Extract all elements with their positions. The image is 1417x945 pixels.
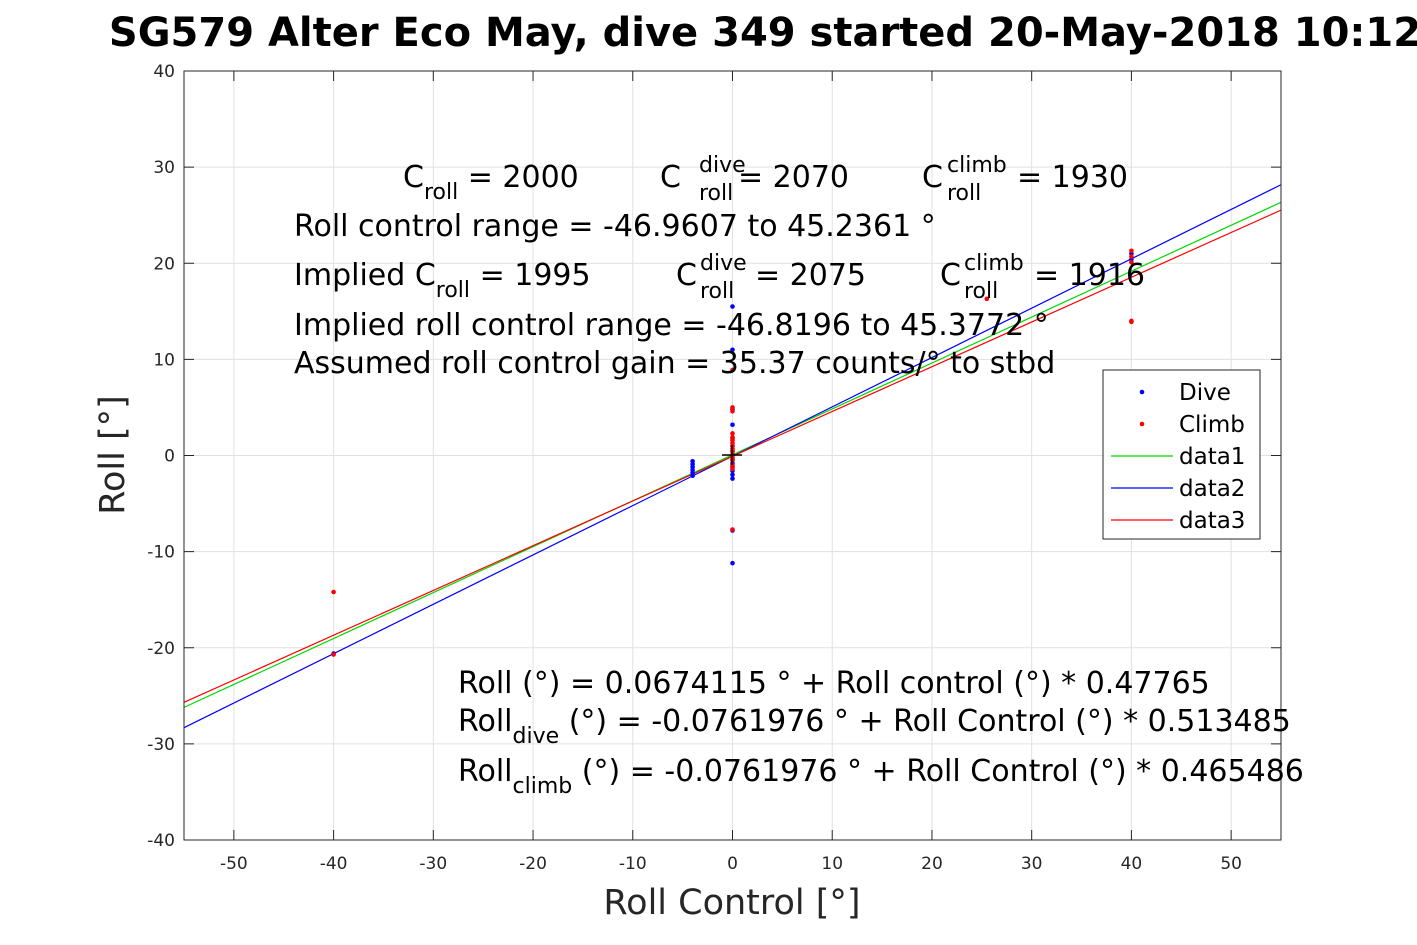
point-climb <box>331 652 336 657</box>
y-tick-label: -40 <box>147 831 175 851</box>
point-climb <box>331 589 336 595</box>
y-tick-label: -10 <box>147 543 175 563</box>
x-tick-label: -20 <box>519 854 547 874</box>
x-tick-label: 40 <box>1121 854 1143 874</box>
point-dive <box>690 473 695 478</box>
x-tick-label: -10 <box>619 854 647 874</box>
svg-text:roll: roll <box>699 181 733 206</box>
y-tick-label: 10 <box>153 350 175 370</box>
svg-text:dive: dive <box>699 153 746 178</box>
annotation-c-roll-dive: C dive roll = 2070 <box>660 153 849 206</box>
legend-label: Dive <box>1179 380 1231 406</box>
svg-text:climb: climb <box>947 153 1007 178</box>
annotation-implied-c-roll-dive: C dive roll = 2075 <box>676 251 866 304</box>
annotation-c-roll-climb: C climb roll = 1930 <box>922 153 1128 206</box>
x-tick-label: 20 <box>921 854 943 874</box>
svg-text:= 1930: = 1930 <box>1017 160 1128 195</box>
x-tick-label: -50 <box>220 854 248 874</box>
annotation-implied-c-roll-climb: C climb roll = 1916 <box>940 251 1145 304</box>
point-dive <box>730 422 735 428</box>
legend-label: data1 <box>1179 444 1245 470</box>
annotation-implied-range: Implied roll control range = -46.8196 to… <box>294 308 1049 343</box>
annotation-fit-dive: Rolldive (°) = -0.0761976 ° + Roll Contr… <box>458 704 1291 749</box>
point-climb <box>730 466 735 472</box>
point-climb <box>1129 319 1134 325</box>
point-climb <box>1129 248 1134 254</box>
point-climb <box>730 405 735 410</box>
legend: Dive Climb data1 data2 data3 <box>1102 369 1261 540</box>
point-climb <box>730 408 735 414</box>
legend-label: Climb <box>1179 412 1245 438</box>
svg-text:C: C <box>676 258 697 293</box>
x-tick-label: -30 <box>419 854 447 874</box>
annotation-implied-c-roll: Implied Croll = 1995 <box>294 258 591 303</box>
x-tick-label: 50 <box>1220 854 1242 874</box>
y-tick-labels: -40 -30 -20 -10 0 10 20 30 40 <box>147 62 175 851</box>
chart-title: SG579 Alter Eco May, dive 349 started 20… <box>109 10 1417 56</box>
svg-text:= 1916: = 1916 <box>1034 258 1145 293</box>
legend-label: data3 <box>1179 508 1245 534</box>
annotation-assumed-gain: Assumed roll control gain = 35.37 counts… <box>294 346 1055 381</box>
origin-marker <box>722 445 742 465</box>
point-dive <box>730 560 735 566</box>
svg-text:= 2075: = 2075 <box>755 258 866 293</box>
y-tick-label: -30 <box>147 735 175 755</box>
x-tick-label: 0 <box>727 854 738 874</box>
x-tick-label: 30 <box>1021 854 1043 874</box>
y-tick-label: 0 <box>164 447 175 467</box>
svg-text:C: C <box>940 258 961 293</box>
svg-text:roll: roll <box>964 279 998 304</box>
legend-marker-dive <box>1139 389 1145 395</box>
y-tick-label: 30 <box>153 158 175 178</box>
svg-text:dive: dive <box>700 251 747 276</box>
y-tick-label: 40 <box>153 62 175 82</box>
y-tick-label: 20 <box>153 254 175 274</box>
x-tick-label: -40 <box>320 854 348 874</box>
svg-text:roll: roll <box>947 181 981 206</box>
svg-text:= 2070: = 2070 <box>738 160 849 195</box>
y-tick-label: -20 <box>147 639 175 659</box>
x-axis-label: Roll Control [°] <box>603 883 860 923</box>
point-climb <box>1129 259 1134 265</box>
y-axis-label: Roll [°] <box>93 395 133 515</box>
annotation-c-roll: Croll = 2000 <box>403 160 579 205</box>
x-tick-label: 10 <box>821 854 843 874</box>
annotation-fit-all: Roll (°) = 0.0674115 ° + Roll control (°… <box>458 666 1210 701</box>
svg-text:climb: climb <box>964 251 1024 276</box>
point-dive <box>730 304 735 309</box>
point-climb <box>984 296 990 302</box>
point-climb <box>1129 254 1134 259</box>
legend-box <box>1102 369 1261 540</box>
point-dive <box>730 476 735 481</box>
annotation-roll-control-range: Roll control range = -46.9607 to 45.2361… <box>294 209 936 244</box>
svg-text:C: C <box>660 160 681 195</box>
point-climb <box>730 431 735 436</box>
point-dive <box>730 347 735 353</box>
legend-label: data2 <box>1179 476 1245 502</box>
svg-text:roll: roll <box>700 279 734 304</box>
point-climb <box>730 367 735 373</box>
annotation-fit-climb: Rollclimb (°) = -0.0761976 ° + Roll Cont… <box>458 754 1304 799</box>
point-climb <box>730 527 735 532</box>
axis-ticks <box>184 70 1281 841</box>
point-dive <box>730 472 735 478</box>
legend-marker-climb <box>1139 421 1145 427</box>
x-tick-labels: -50 -40 -30 -20 -10 0 10 20 30 40 50 <box>220 854 1242 874</box>
svg-text:C: C <box>922 160 943 195</box>
